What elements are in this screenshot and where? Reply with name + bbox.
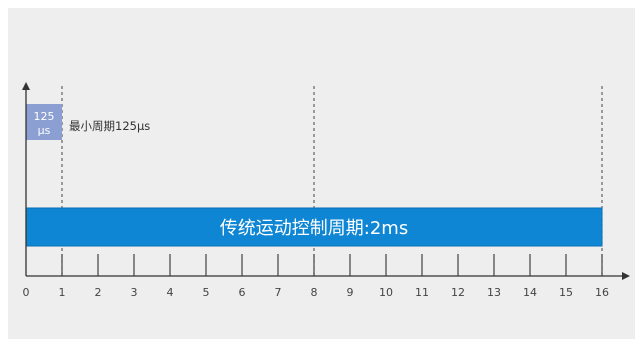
- x-tick-label-7: 7: [275, 286, 282, 299]
- x-tick-label-13: 13: [487, 286, 501, 299]
- traditional-cycle-bar: [25, 207, 603, 247]
- x-tick-label-15: 15: [559, 286, 573, 299]
- min-cycle-box-unit: µs: [38, 124, 51, 137]
- x-tick-label-4: 4: [167, 286, 174, 299]
- x-tick-label-9: 9: [347, 286, 354, 299]
- min-cycle-box-value: 125: [34, 110, 55, 123]
- x-axis-ticks: [61, 254, 603, 276]
- x-tick-label-1: 1: [59, 286, 66, 299]
- x-tick-label-12: 12: [451, 286, 465, 299]
- min-cycle-box: [26, 104, 62, 140]
- x-tick-label-11: 11: [415, 286, 429, 299]
- x-tick-label-16: 16: [595, 286, 609, 299]
- x-tick-label-5: 5: [203, 286, 210, 299]
- traditional-cycle-label: 传统运动控制周期:2ms: [220, 218, 408, 239]
- x-tick-label-6: 6: [239, 286, 246, 299]
- x-tick-label-10: 10: [379, 286, 393, 299]
- x-tick-label-2: 2: [95, 286, 102, 299]
- dashed-guide-lines: [61, 86, 603, 276]
- diagram-panel: [8, 8, 635, 339]
- x-tick-label-14: 14: [523, 286, 537, 299]
- x-tick-label-3: 3: [131, 286, 138, 299]
- x-axis-tick-labels: 0 1 2 3 4 5 6 7 8 9 10 11 12 13 14 15 16: [23, 286, 610, 299]
- x-tick-label-8: 8: [311, 286, 318, 299]
- x-tick-label-0: 0: [23, 286, 30, 299]
- min-cycle-note: 最小周期125µs: [69, 119, 150, 133]
